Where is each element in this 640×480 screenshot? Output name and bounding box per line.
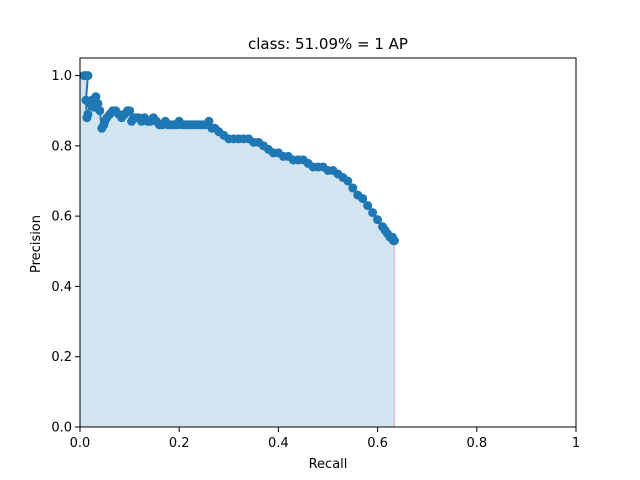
y-tick-label: 0.0 bbox=[51, 421, 72, 436]
x-axis-label: Recall bbox=[309, 457, 348, 472]
x-tick-label: 0.0 bbox=[70, 436, 91, 451]
plot-area bbox=[79, 57, 577, 428]
x-axis: 0.0 0.2 0.4 0.6 0.8 1 bbox=[70, 427, 580, 451]
x-tick-label: 1 bbox=[572, 436, 580, 451]
chart-title: class: 51.09% = 1 AP bbox=[248, 35, 408, 53]
data-point bbox=[83, 71, 93, 81]
y-tick-label: 0.4 bbox=[51, 280, 72, 295]
y-tick-label: 0.2 bbox=[51, 350, 72, 365]
data-point bbox=[125, 106, 135, 116]
y-tick-label: 1.0 bbox=[51, 69, 72, 84]
data-point bbox=[368, 208, 378, 218]
area-fill bbox=[80, 75, 395, 428]
y-axis: 0.0 0.2 0.4 0.6 0.8 1.0 bbox=[51, 69, 80, 436]
y-tick-label: 0.6 bbox=[51, 210, 72, 225]
y-tick-label: 0.8 bbox=[51, 139, 72, 154]
data-point bbox=[358, 194, 368, 204]
data-point bbox=[389, 236, 399, 246]
data-point bbox=[363, 201, 373, 211]
data-point bbox=[95, 106, 105, 116]
x-tick-label: 0.6 bbox=[367, 436, 388, 451]
data-point bbox=[343, 176, 353, 186]
data-point bbox=[93, 99, 103, 109]
x-tick-label: 0.8 bbox=[466, 436, 487, 451]
data-point bbox=[204, 116, 214, 126]
axes-frame bbox=[79, 57, 577, 428]
x-tick-label: 0.4 bbox=[268, 436, 289, 451]
data-point bbox=[373, 215, 383, 225]
data-point bbox=[91, 92, 101, 102]
data-point bbox=[83, 109, 93, 119]
data-point bbox=[348, 183, 358, 193]
x-tick-label: 0.2 bbox=[169, 436, 190, 451]
y-axis-label: Precision bbox=[29, 215, 44, 273]
